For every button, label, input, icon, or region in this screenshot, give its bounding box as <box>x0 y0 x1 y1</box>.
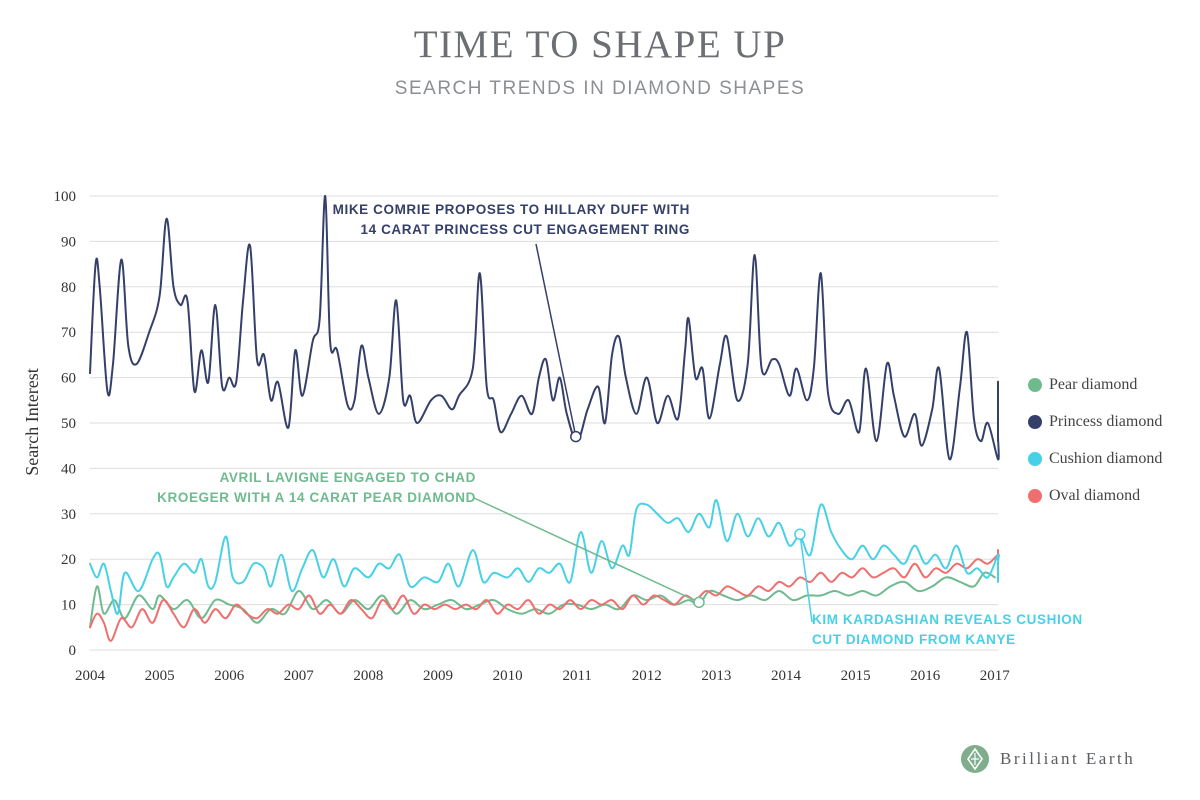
brand-name: Brilliant Earth <box>1000 749 1136 768</box>
y-axis-label: Search Interest <box>22 368 42 475</box>
y-tick-label-30: 30 <box>61 507 76 523</box>
y-tick-label-20: 20 <box>61 552 76 568</box>
x-tick-label-2014: 2014 <box>771 668 802 684</box>
x-tick-label-2011: 2011 <box>562 668 591 684</box>
legend-item-pear: Pear diamond <box>1028 366 1162 403</box>
y-tick-label-0: 0 <box>69 643 77 659</box>
y-tick-label-40: 40 <box>61 461 76 477</box>
x-tick-label-2015: 2015 <box>841 668 871 684</box>
annotation-marker-pear <box>693 596 705 609</box>
y-tick-label-10: 10 <box>61 598 76 614</box>
legend-label-pear: Pear diamond <box>1049 375 1138 393</box>
y-axis-ticks: 0 10 20 30 40 50 60 70 80 90 100 <box>54 189 77 659</box>
y-tick-label-100: 100 <box>54 189 77 205</box>
legend-item-princess: Princess diamond <box>1028 403 1162 440</box>
legend-item-cushion: Cushion diamond <box>1028 440 1162 477</box>
annotation-leader-cushion <box>799 534 813 623</box>
legend-item-oval: Oval diamond <box>1028 477 1162 514</box>
annotation-text-princess-1: 14 CARAT PRINCESS CUT ENGAGEMENT RING <box>361 222 690 237</box>
legend-label-princess: Princess diamond <box>1049 412 1163 430</box>
annotation-text-pear-0: AVRIL LAVIGNE ENGAGED TO CHAD <box>220 470 476 485</box>
chart-title: TIME TO SHAPE UP <box>413 23 787 66</box>
legend-label-cushion: Cushion diamond <box>1049 449 1163 467</box>
y-tick-label-80: 80 <box>61 280 76 296</box>
x-axis-ticks: 2004 2005 2006 2007 2008 2009 2010 2011 2012 2013… <box>75 668 1010 684</box>
legend-swatch-cushion <box>1028 451 1042 466</box>
x-tick-label-2008: 2008 <box>353 668 383 684</box>
legend: Pear diamond Princess diamond Cushion di… <box>1028 366 1162 514</box>
x-tick-label-2016: 2016 <box>910 668 941 684</box>
x-tick-label-2009: 2009 <box>423 668 453 684</box>
series-lines <box>89 194 1000 642</box>
annotation-text-cushion-0: KIM KARDASHIAN REVEALS CUSHION <box>812 612 1083 627</box>
x-tick-label-2010: 2010 <box>493 668 523 684</box>
y-tick-label-90: 90 <box>61 234 76 250</box>
annotation-text-cushion-1: CUT DIAMOND FROM KANYE <box>812 632 1016 647</box>
x-tick-label-2012: 2012 <box>632 668 662 684</box>
x-tick-label-2006: 2006 <box>214 668 245 684</box>
annotation-leader-princess <box>535 243 577 437</box>
y-tick-label-50: 50 <box>61 416 76 432</box>
x-tick-label-2017: 2017 <box>980 668 1011 684</box>
annotations: MIKE COMRIE PROPOSES TO HILLARY DUFF WIT… <box>157 202 1083 647</box>
brand-logo: Brilliant Earth <box>960 744 1135 774</box>
legend-swatch-princess <box>1028 414 1042 429</box>
series-line-princess <box>89 194 1000 461</box>
legend-swatch-pear <box>1028 377 1042 392</box>
annotation-text-pear-1: KROEGER WITH A 14 CARAT PEAR DIAMOND <box>157 490 476 505</box>
gridlines <box>90 195 998 651</box>
x-tick-label-2013: 2013 <box>701 668 731 684</box>
annotation-marker-princess <box>570 430 582 443</box>
series-line-cushion <box>89 499 1000 615</box>
legend-swatch-oval <box>1028 488 1042 503</box>
series-line-oval <box>89 549 1000 642</box>
annotation-marker-cushion <box>794 528 806 540</box>
x-tick-label-2007: 2007 <box>284 668 315 684</box>
annotation-leader-pear <box>473 497 700 604</box>
x-tick-label-2004: 2004 <box>75 668 106 684</box>
x-tick-label-2005: 2005 <box>145 668 175 684</box>
y-tick-label-60: 60 <box>61 371 76 387</box>
diamond-leaf-icon <box>961 745 989 773</box>
chart-subtitle: SEARCH TRENDS IN DIAMOND SHAPES <box>394 78 806 99</box>
annotation-text-princess-0: MIKE COMRIE PROPOSES TO HILLARY DUFF WIT… <box>333 202 690 217</box>
legend-label-oval: Oval diamond <box>1049 486 1141 504</box>
y-tick-label-70: 70 <box>61 325 76 341</box>
